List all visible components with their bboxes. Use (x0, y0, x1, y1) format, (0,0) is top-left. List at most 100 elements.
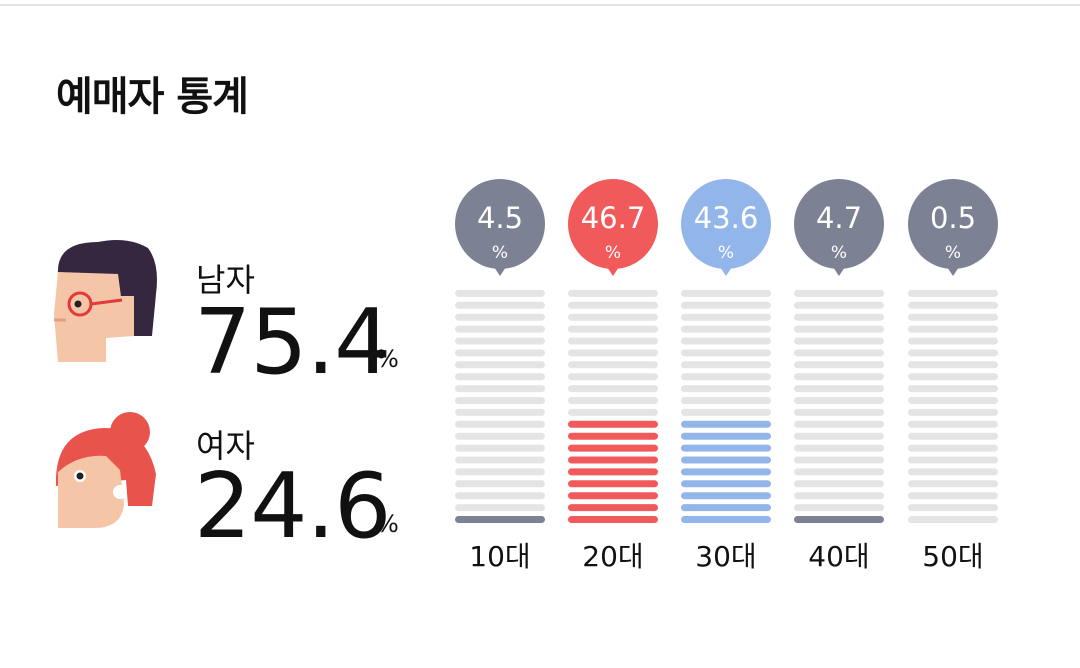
bar-segment-filled (681, 480, 771, 488)
bar-segment-empty (568, 373, 658, 381)
bar-segment-empty (908, 504, 998, 512)
bar-segment-empty (794, 301, 884, 309)
bar-segment-empty (681, 325, 771, 333)
age-category-label: 20대 (582, 540, 643, 573)
bar-segment-filled (568, 444, 658, 452)
bar-segment-empty (681, 397, 771, 404)
bar-segment-empty (455, 313, 545, 321)
age-category-label: 10대 (469, 540, 530, 573)
bubble-unit-label: % (492, 243, 508, 263)
bar-segment-empty (908, 444, 998, 452)
value-bubble: 4.5% (455, 179, 545, 276)
bubble-unit-label: % (605, 243, 621, 263)
page-title: 예매자 통계 (56, 74, 249, 120)
bar-segment-empty (455, 444, 545, 452)
bar-segment-filled (681, 444, 771, 452)
bar-segment-empty (908, 516, 998, 523)
male-percent-unit: % (376, 345, 399, 373)
bar-segment-empty (794, 289, 884, 297)
bar-segment-empty (908, 349, 998, 357)
bar-segment-empty (794, 408, 884, 416)
bar-segment-empty (908, 432, 998, 440)
bar-segment-empty (681, 385, 771, 393)
bar-segment-empty (908, 468, 998, 476)
bar-segment-filled (681, 516, 771, 523)
bar-segment-filled (681, 456, 771, 464)
bar-segment-empty (568, 408, 658, 416)
bar-segment-empty (455, 432, 545, 440)
bar-segment-empty (568, 337, 658, 345)
bar-segment-empty (455, 504, 545, 512)
age-category-label: 30대 (695, 540, 756, 573)
bar-segment-empty (455, 456, 545, 464)
bar-segment-empty (455, 492, 545, 500)
bar-segment-empty (794, 349, 884, 357)
bar-segment-empty (455, 349, 545, 357)
bar-segment-empty (568, 349, 658, 357)
bar-segment-filled (568, 420, 658, 428)
bar-segment-filled (681, 492, 771, 500)
bar-segment-empty (908, 420, 998, 428)
bar-segment-empty (681, 313, 771, 321)
bar-segment-empty (908, 397, 998, 404)
bar-segment-empty (794, 480, 884, 488)
bar-segment-empty (681, 373, 771, 381)
bar-segment-filled (681, 420, 771, 428)
age-category-label: 50대 (922, 540, 983, 573)
bar-segment-empty (455, 468, 545, 476)
bar-segment-empty (455, 480, 545, 488)
top-divider (0, 4, 1080, 6)
bar-segment-empty (455, 325, 545, 333)
bar-segment-empty (681, 349, 771, 357)
bar-segment-empty (794, 397, 884, 404)
bar-segment-empty (455, 397, 545, 404)
bubble-unit-label: % (831, 243, 847, 263)
bar-segment-empty (455, 361, 545, 369)
bar-segment-empty (908, 289, 998, 297)
female-percent-unit: % (376, 510, 399, 538)
value-bubble: 4.7% (794, 179, 884, 276)
bar-segment-empty (794, 325, 884, 333)
bar-segment-empty (568, 301, 658, 309)
bar-segment-empty (681, 337, 771, 345)
bar-segment-empty (794, 420, 884, 428)
bar-segment-empty (794, 468, 884, 476)
bar-segment-empty (908, 325, 998, 333)
value-bubble: 43.6% (681, 179, 771, 276)
bubble-value-label: 4.5 (477, 201, 523, 235)
bar-segment-empty (794, 492, 884, 500)
bar-segment-empty (794, 385, 884, 393)
bar-segment-empty (794, 313, 884, 321)
bar-segment-empty (455, 337, 545, 345)
value-bubble: 46.7% (568, 179, 658, 276)
bubble-unit-label: % (945, 243, 961, 263)
bar-segment-filled (794, 516, 884, 523)
bar-segment-filled (568, 516, 658, 523)
woman-avatar-icon (48, 410, 158, 540)
bar-segment-empty (568, 325, 658, 333)
bar-segment-filled (681, 432, 771, 440)
female-label: 여자 (196, 427, 255, 465)
bar-segment-empty (455, 373, 545, 381)
bar-segment-filled (568, 480, 658, 488)
bar-segment-empty (908, 313, 998, 321)
bubble-value-label: 4.7 (816, 201, 862, 235)
bar-segment-filled (681, 504, 771, 512)
bar-segment-empty (568, 361, 658, 369)
bubble-value-label: 0.5 (930, 201, 976, 235)
bubble-value-label: 46.7 (581, 201, 646, 235)
bar-segment-empty (455, 289, 545, 297)
age-category-label: 40대 (808, 540, 869, 573)
bar-segment-empty (794, 504, 884, 512)
bar-segment-empty (794, 444, 884, 452)
bar-segment-filled (455, 516, 545, 523)
bar-segment-empty (455, 385, 545, 393)
bar-segment-empty (568, 385, 658, 393)
bar-segment-empty (908, 301, 998, 309)
male-percentage: 75.4 (194, 290, 391, 395)
value-bubble: 0.5% (908, 179, 998, 276)
bar-segment-empty (794, 373, 884, 381)
male-label: 남자 (196, 261, 255, 299)
bar-segment-empty (568, 289, 658, 297)
bar-segment-empty (681, 361, 771, 369)
